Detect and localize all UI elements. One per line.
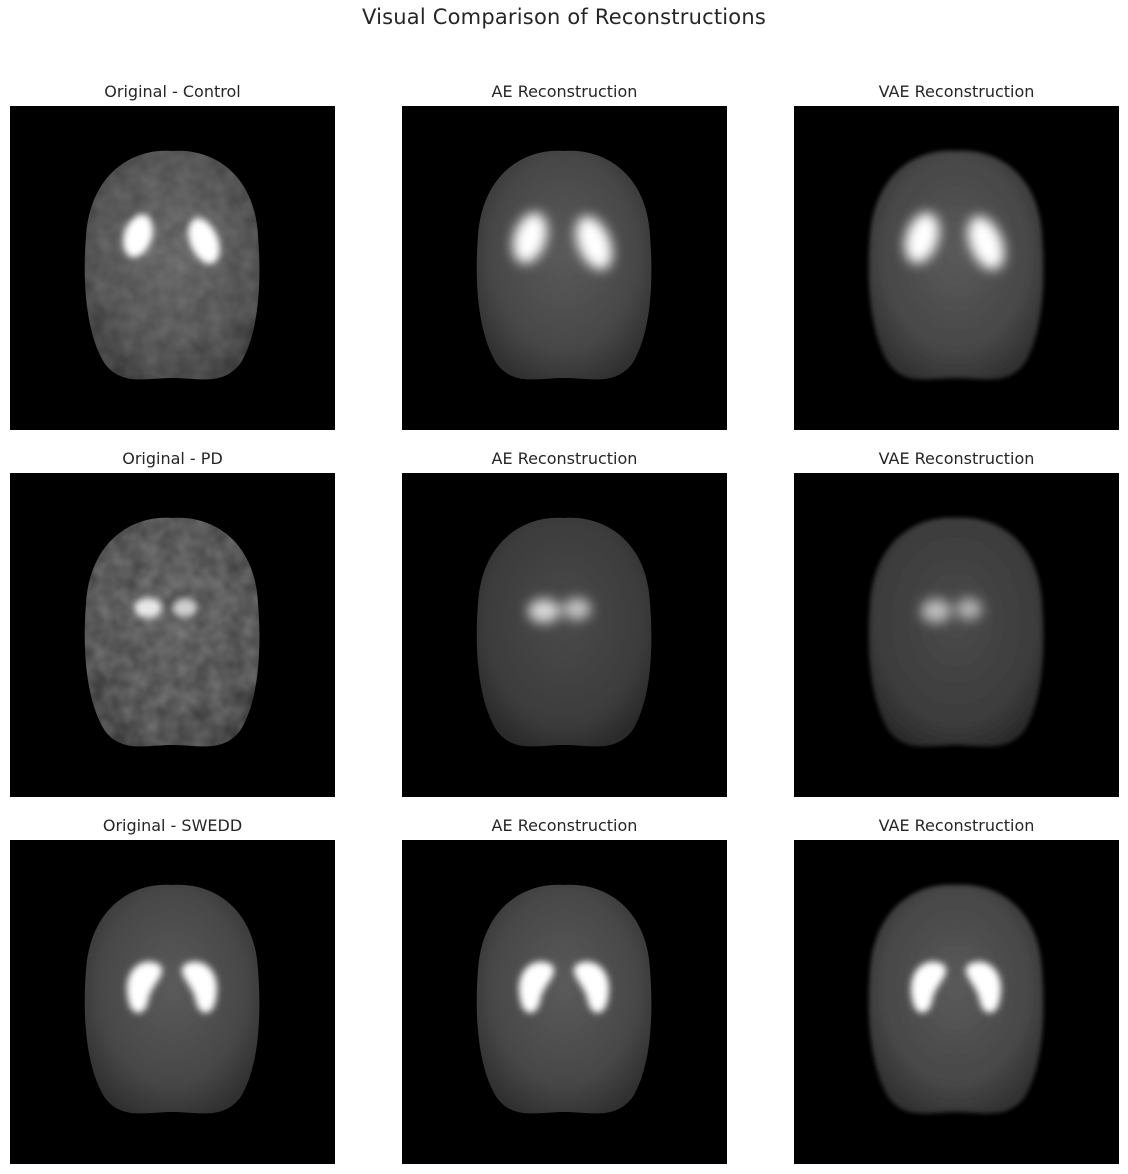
panel-title: Original - Control — [104, 82, 241, 101]
panel-title: AE Reconstruction — [491, 816, 638, 835]
panel-title: VAE Reconstruction — [878, 82, 1035, 101]
brain-scan-image — [402, 840, 727, 1164]
brain-scan-image — [10, 473, 335, 797]
brain-scan-image — [794, 473, 1119, 797]
panel-title: VAE Reconstruction — [878, 449, 1035, 468]
panel-title: AE Reconstruction — [491, 82, 638, 101]
panel-title: Original - PD — [122, 449, 223, 468]
panel-title: Original - SWEDD — [102, 816, 243, 835]
brain-scan-image — [794, 106, 1119, 430]
brain-scan-image — [402, 106, 727, 430]
brain-scan-image — [10, 840, 335, 1164]
brain-scan-image — [794, 840, 1119, 1164]
figure-title: Visual Comparison of Reconstructions — [362, 5, 766, 29]
panel-title: AE Reconstruction — [491, 449, 638, 468]
brain-scan-image — [402, 473, 727, 797]
brain-scan-image — [10, 106, 335, 430]
panel-title: VAE Reconstruction — [878, 816, 1035, 835]
